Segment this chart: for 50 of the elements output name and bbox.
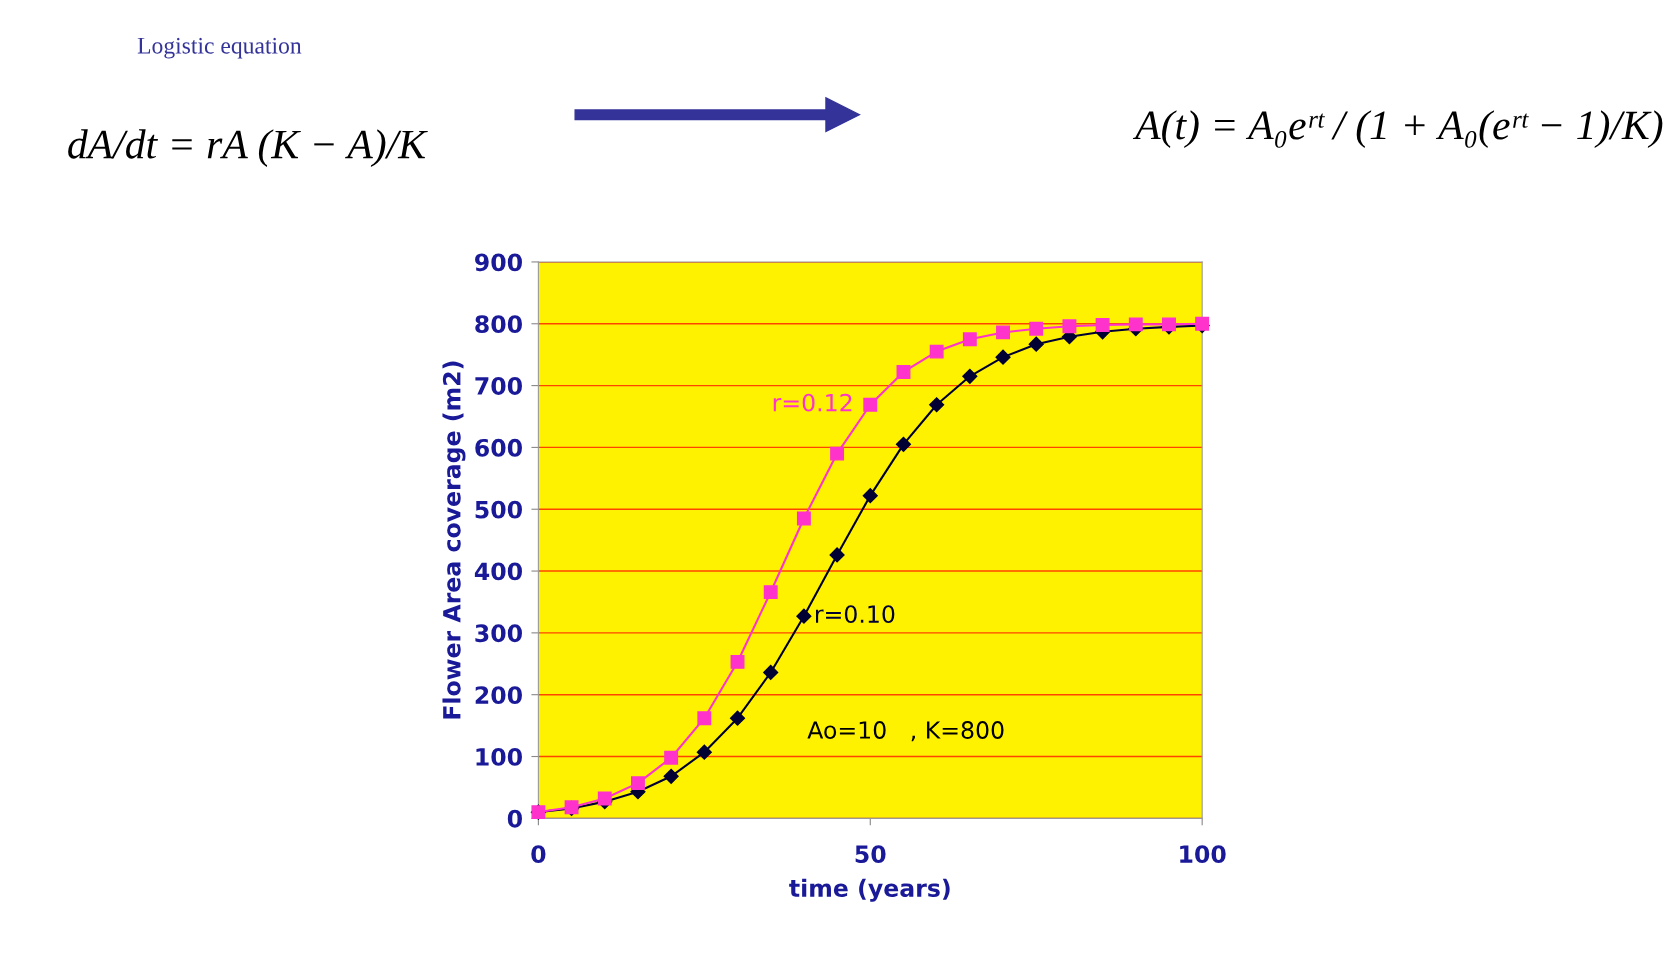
point bbox=[796, 511, 811, 526]
point bbox=[1028, 336, 1044, 352]
x-tick-label: 50 bbox=[855, 845, 886, 863]
y-axis-title: Flower Area coverage (m2) bbox=[442, 361, 466, 719]
y-tick-label: 900 bbox=[475, 253, 522, 272]
point bbox=[1095, 318, 1110, 332]
point bbox=[631, 776, 645, 791]
point bbox=[996, 325, 1010, 340]
point bbox=[962, 332, 977, 347]
series-label: r=0.12 bbox=[773, 393, 852, 412]
y-tick-label: 800 bbox=[475, 315, 522, 334]
y-tick-label: 400 bbox=[474, 562, 522, 581]
y-tick-label: 700 bbox=[475, 377, 522, 395]
point bbox=[962, 368, 978, 384]
point bbox=[697, 711, 712, 726]
point bbox=[862, 488, 878, 504]
series-label: r=0.10 bbox=[816, 605, 895, 624]
x-tick-label: 0 bbox=[531, 845, 546, 863]
point bbox=[929, 397, 945, 413]
point bbox=[763, 664, 779, 681]
point bbox=[829, 547, 845, 563]
x-tick-label: 100 bbox=[1180, 845, 1226, 863]
y-tick-label: 300 bbox=[475, 624, 522, 643]
point bbox=[663, 768, 679, 784]
point bbox=[895, 436, 912, 452]
text: A(t) = A₀eʳᵗ / (1 + A₀(eʳᵗ − 1)/K) bbox=[1132, 110, 1663, 148]
point bbox=[929, 344, 944, 359]
point bbox=[995, 349, 1011, 365]
y-tick-label: 200 bbox=[475, 686, 522, 704]
point bbox=[896, 365, 911, 379]
text: dA/dt = rA (K − A)/K bbox=[68, 129, 428, 168]
y-tick-label: 600 bbox=[475, 438, 522, 457]
point bbox=[597, 791, 612, 806]
point bbox=[863, 397, 878, 412]
point bbox=[696, 744, 712, 760]
point bbox=[763, 585, 778, 600]
point bbox=[730, 654, 745, 669]
annotation: Ao=10 , K=800 bbox=[807, 721, 1004, 742]
point bbox=[830, 446, 845, 461]
point bbox=[796, 608, 812, 624]
point bbox=[1062, 319, 1077, 334]
y-tick-label: 500 bbox=[475, 500, 522, 519]
y-tick-label: 0 bbox=[507, 809, 522, 828]
text: Logistic equation bbox=[137, 37, 302, 59]
point bbox=[1128, 317, 1143, 332]
y-tick-label: 100 bbox=[476, 747, 522, 766]
point bbox=[729, 710, 746, 726]
point bbox=[664, 750, 679, 765]
x-axis-title: time (years) bbox=[789, 878, 950, 902]
point bbox=[1029, 321, 1044, 336]
